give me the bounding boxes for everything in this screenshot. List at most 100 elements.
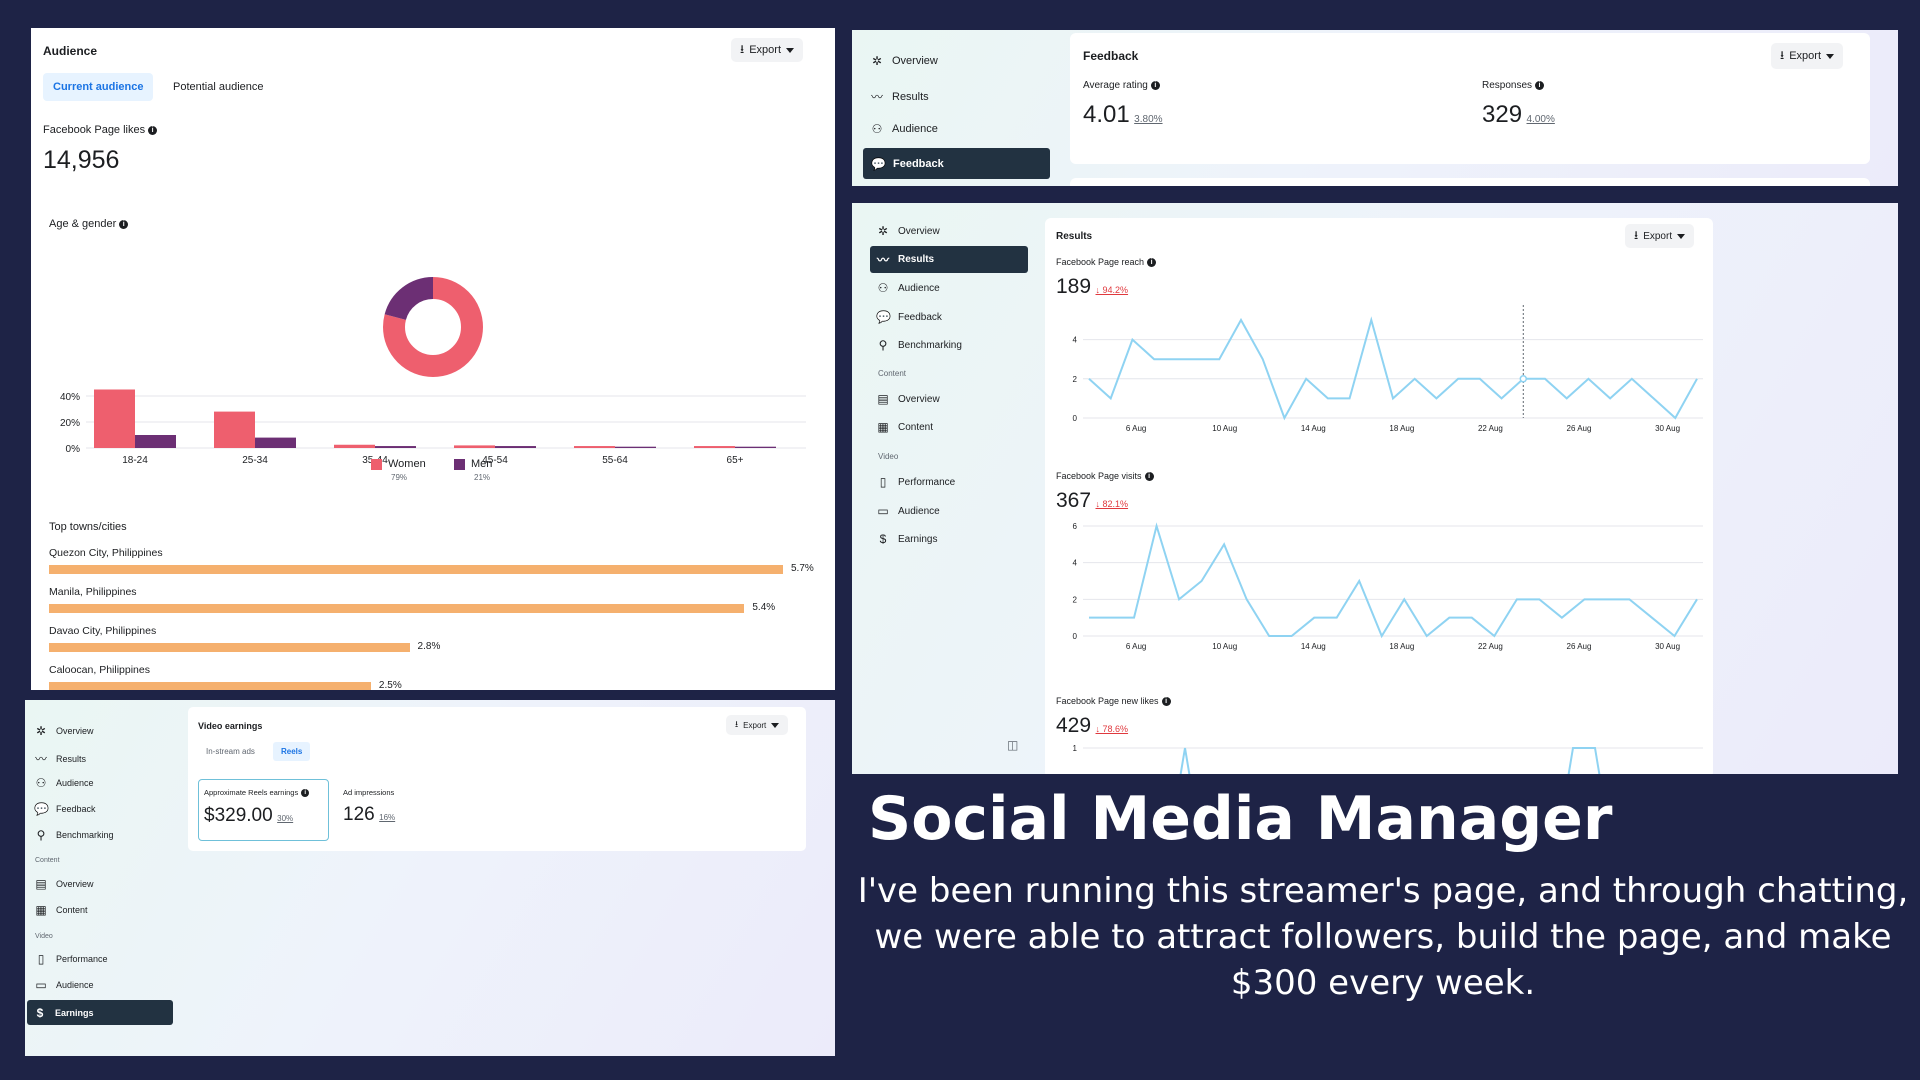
info-icon[interactable]: i xyxy=(148,125,158,135)
reach-metric: 189 ↓ 94.2% xyxy=(1056,275,1128,299)
sidebar-item-video-audience[interactable]: ▭ Audience xyxy=(35,978,94,992)
sidebar-item-results[interactable]: 〰 Results xyxy=(870,90,929,104)
earnings-sidebar: ✲ Overview 〰 Results ⚇ Audience 💬 Feedback ⚲… xyxy=(25,700,195,1056)
series-line xyxy=(1089,522,1698,639)
tab-potential-audience[interactable]: Potential audience xyxy=(173,81,264,93)
sidebar-item-feedback[interactable]: 💬 Feedback xyxy=(863,148,1050,179)
new-likes-change[interactable]: ↓ 78.6% xyxy=(1095,724,1129,734)
sidebar-item-overview[interactable]: ✲ Overview xyxy=(877,224,940,238)
new-likes-metric: 429 ↓ 78.6% xyxy=(1056,714,1128,738)
earnings-panel: ✲ Overview 〰 Results ⚇ Audience 💬 Feedback ⚲… xyxy=(25,700,835,1056)
reach-line-chart: 0 2 4 6 Aug 10 Aug 14 Aug 18 Aug 22 Aug 26 Aug 30… xyxy=(1073,305,1703,433)
avg-rating-change[interactable]: 3.80% xyxy=(1134,114,1163,125)
x-tick-label: 18 Aug xyxy=(1389,424,1414,433)
series-line xyxy=(1567,747,1601,774)
sidebar-item-benchmarking[interactable]: ⚲ Benchmarking xyxy=(876,338,962,352)
sidebar-item-video-audience[interactable]: ▭ Audience xyxy=(877,504,940,518)
sidebar-item-audience[interactable]: ⚇ Audience xyxy=(35,776,94,790)
feedback-card: Feedback ⭳ Export Average rating i 4.01 3… xyxy=(1070,33,1870,164)
tab-reels[interactable]: Reels xyxy=(273,742,311,761)
new-likes-value: 429 xyxy=(1056,714,1092,737)
responses-change[interactable]: 4.00% xyxy=(1526,114,1555,125)
video-earnings-card: Video earnings ⭳ Export In-stream ads Re… xyxy=(188,707,806,851)
info-icon[interactable]: i xyxy=(119,219,129,229)
sidebar-item-content-overview[interactable]: ▤ Overview xyxy=(35,877,94,891)
info-icon[interactable]: i xyxy=(301,789,310,798)
results-card: Results ⭳ Export Facebook Page reach i 18… xyxy=(1045,218,1713,774)
audience-panel: Audience ⭳ Export Current audience Poten… xyxy=(31,28,835,690)
sidebar-item-performance[interactable]: ▯ Performance xyxy=(876,475,956,489)
ad-impressions-change[interactable]: 16% xyxy=(379,813,396,822)
posts-icon: ▤ xyxy=(35,877,47,891)
x-tick-label: 30 Aug xyxy=(1655,642,1680,651)
sidebar-item-content-overview[interactable]: ▤ Overview xyxy=(877,392,940,406)
promo-body: I've been running this streamer's page, … xyxy=(857,871,1909,1003)
legend-men-pct: 21% xyxy=(474,473,491,482)
town-bar xyxy=(49,604,745,613)
hover-point xyxy=(1519,375,1528,383)
info-icon[interactable]: i xyxy=(1147,258,1157,268)
reach-label: Facebook Page reach i xyxy=(1056,257,1157,268)
sidebar-item-earnings[interactable]: $ Earnings xyxy=(27,1000,173,1025)
feedback-icon: 💬 xyxy=(871,156,886,171)
sidebar-item-content[interactable]: ▦ Content xyxy=(35,903,88,917)
town-bar xyxy=(49,565,783,574)
sidebar-item-audience[interactable]: ⚇ Audience xyxy=(877,281,940,295)
bar-men-65+ xyxy=(735,446,776,448)
sidebar-item-benchmarking[interactable]: ⚲ Benchmarking xyxy=(34,828,114,842)
legend-swatch-women xyxy=(371,458,382,470)
tab-in-stream-ads[interactable]: In-stream ads xyxy=(206,747,255,756)
export-button[interactable]: ⭳ Export xyxy=(731,38,803,62)
sidebar-item-results[interactable]: 〰 Results xyxy=(34,752,87,766)
reach-change[interactable]: ↓ 94.2% xyxy=(1095,285,1129,295)
info-icon[interactable]: i xyxy=(1535,80,1545,90)
age-gender-label: Age & gender i xyxy=(49,218,129,230)
download-icon: ⭳ xyxy=(1780,47,1785,62)
reels-earnings-change[interactable]: 30% xyxy=(277,814,294,823)
feedback-title: Feedback xyxy=(1083,49,1139,63)
collapse-sidebar-icon[interactable]: ◫ xyxy=(1007,738,1019,752)
y-tick-label: 4 xyxy=(1073,559,1078,568)
results-icon: 〰 xyxy=(876,253,889,267)
info-icon[interactable]: i xyxy=(1150,80,1160,90)
sidebar-section-content: Content xyxy=(878,369,907,378)
posts-icon: ▤ xyxy=(877,392,889,406)
results-sidebar: ✲ Overview 〰 Results ⚇ Audience 💬 Feedback ⚲… xyxy=(852,203,1042,774)
video-icon: ▭ xyxy=(877,504,889,518)
visits-change[interactable]: ↓ 82.1% xyxy=(1095,499,1129,509)
sidebar-item-results[interactable]: 〰 Results xyxy=(870,246,1028,273)
export-button[interactable]: ⭳ Export xyxy=(726,715,789,735)
sidebar-item-overview[interactable]: ✲ Overview xyxy=(871,54,938,68)
responses-value: 329 xyxy=(1482,101,1523,128)
x-tick-label: 18-24 xyxy=(122,455,148,466)
sidebar-item-feedback[interactable]: 💬 Feedback xyxy=(34,802,96,816)
sidebar-item-earnings[interactable]: $ Earnings xyxy=(876,532,938,546)
sidebar-item-feedback[interactable]: 💬 Feedback xyxy=(876,310,942,324)
benchmarking-icon: ⚲ xyxy=(36,828,46,842)
visits-metric: 367 ↓ 82.1% xyxy=(1056,489,1128,513)
y-tick-label: 20% xyxy=(60,418,80,429)
export-button[interactable]: ⭳ Export xyxy=(1771,43,1843,69)
bar-women-55-64 xyxy=(574,446,615,448)
sidebar-item-performance[interactable]: ▯ Performance xyxy=(34,952,108,966)
sidebar-item-content[interactable]: ▦ Content xyxy=(877,420,934,434)
x-tick-label: 26 Aug xyxy=(1567,424,1592,433)
overview-icon: ✲ xyxy=(871,54,883,68)
sidebar-item-audience[interactable]: ⚇ Audience xyxy=(871,122,938,136)
y-tick-label: 40% xyxy=(60,392,80,403)
tab-current-audience[interactable]: Current audience xyxy=(43,73,154,101)
feedback-icon: 💬 xyxy=(34,802,49,816)
info-icon[interactable]: i xyxy=(1161,697,1171,707)
town-name: Manila, Philippines xyxy=(49,586,137,598)
reels-earnings-label: Approximate Reels earnings i xyxy=(204,788,310,798)
x-tick-label: 18 Aug xyxy=(1389,642,1414,651)
new-likes-label: Facebook Page new likes i xyxy=(1056,696,1171,707)
download-icon: ⭳ xyxy=(735,719,739,729)
reels-earnings-card[interactable]: Approximate Reels earnings i $329.00 30% xyxy=(198,779,329,841)
sidebar-item-overview[interactable]: ✲ Overview xyxy=(35,724,94,738)
export-button[interactable]: ⭳ Export xyxy=(1625,224,1695,248)
x-tick-label: 10 Aug xyxy=(1212,424,1237,433)
info-icon[interactable]: i xyxy=(1144,472,1154,482)
responses-metric: 329 4.00% xyxy=(1482,101,1555,129)
top-towns-label: Top towns/cities xyxy=(49,521,127,533)
